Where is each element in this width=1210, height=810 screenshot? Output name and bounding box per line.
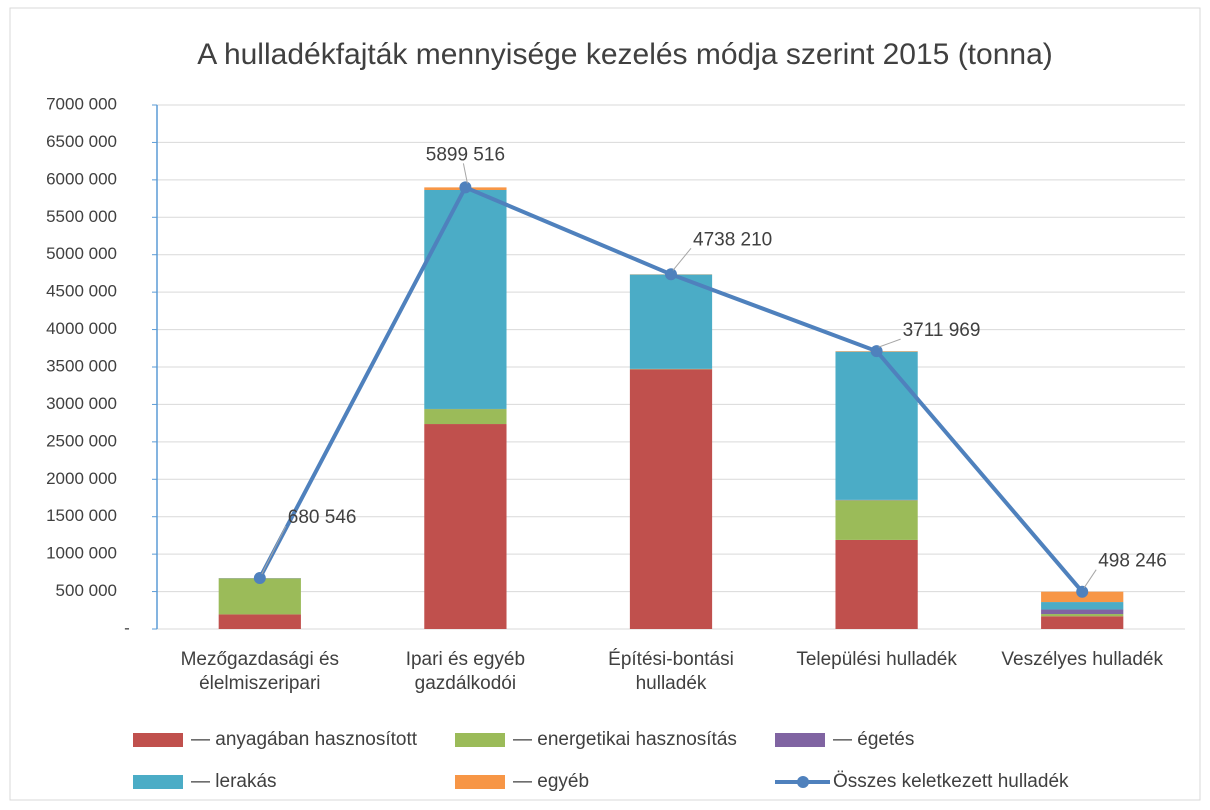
bar-segment: [835, 539, 918, 629]
data-label: 5899 516: [426, 144, 505, 165]
y-tick-label: 1500 000: [46, 506, 117, 525]
data-label: 3711 969: [903, 320, 981, 341]
legend-label: Összes keletkezett hulladék: [833, 771, 1069, 792]
leader-line: [672, 247, 692, 271]
legend-label: — lerakás: [191, 771, 277, 792]
legend-label: — egyéb: [513, 771, 589, 792]
x-tick-label: Mezőgazdasági és élelmiszeripari: [180, 649, 340, 694]
y-tick-label: 5000 000: [46, 244, 117, 263]
x-tick-label: Veszélyes hulladék: [1001, 649, 1163, 670]
bar-segment: [835, 351, 918, 500]
y-tick-label: 4000 000: [46, 319, 117, 338]
bar-segment: [629, 274, 713, 369]
line-marker: [253, 572, 266, 585]
y-tick-label: 3500 000: [46, 356, 117, 375]
leader-line: [462, 163, 468, 184]
legend-label: — energetikai hasznosítás: [513, 729, 737, 750]
x-tick-label: Ipari és egyéb gazdálkodói: [405, 649, 526, 694]
bar-segment: [218, 614, 301, 629]
legend-swatch: [455, 733, 505, 747]
data-label: 680 546: [288, 507, 357, 528]
legend-marker: [797, 776, 809, 788]
legend-swatch: [133, 775, 183, 789]
y-tick-label: 6000 000: [46, 169, 117, 188]
y-tick-label: 6500 000: [46, 132, 117, 151]
y-tick-label: -: [124, 618, 130, 637]
y-tick-label: 1000 000: [46, 544, 117, 563]
line-marker: [870, 345, 883, 358]
y-tick-label: 7000 000: [46, 94, 117, 113]
y-tick-label: 500 000: [56, 581, 117, 600]
x-tick-label: Települési hulladék: [796, 649, 957, 670]
legend-swatch: [775, 733, 825, 747]
x-tick-label: Építési-bontási hulladék: [608, 649, 734, 694]
bar-segment: [424, 424, 507, 629]
legend-swatch: [133, 733, 183, 747]
bar-segment: [424, 189, 507, 409]
bar-segment: [1041, 614, 1124, 617]
leader-line: [1083, 569, 1097, 588]
chart-title: A hulladékfajták mennyisége kezelés módj…: [197, 38, 1053, 71]
bar-segment: [218, 578, 301, 615]
bar-segment: [1041, 609, 1124, 615]
y-tick-label: 5500 000: [46, 207, 117, 226]
bar-segment: [424, 409, 507, 425]
bar-segment: [1041, 616, 1124, 629]
leader-line: [878, 338, 901, 348]
leader-line: [261, 525, 287, 575]
data-label: 498 246: [1098, 551, 1167, 572]
line-marker: [665, 268, 677, 281]
line-marker: [1076, 585, 1089, 598]
bar-segment: [629, 369, 713, 629]
line-marker: [459, 181, 472, 194]
legend-label: — égetés: [833, 729, 914, 750]
bar-segment: [1041, 602, 1124, 610]
data-label: 4738 210: [693, 229, 772, 250]
y-tick-label: 4500 000: [46, 282, 117, 301]
y-tick-label: 2000 000: [46, 469, 117, 488]
y-tick-label: 2500 000: [46, 431, 117, 450]
legend-swatch: [455, 775, 505, 789]
legend-label: — anyagában hasznosított: [191, 729, 418, 750]
y-tick-label: 3000 000: [46, 394, 117, 413]
bar-segment: [835, 500, 918, 540]
